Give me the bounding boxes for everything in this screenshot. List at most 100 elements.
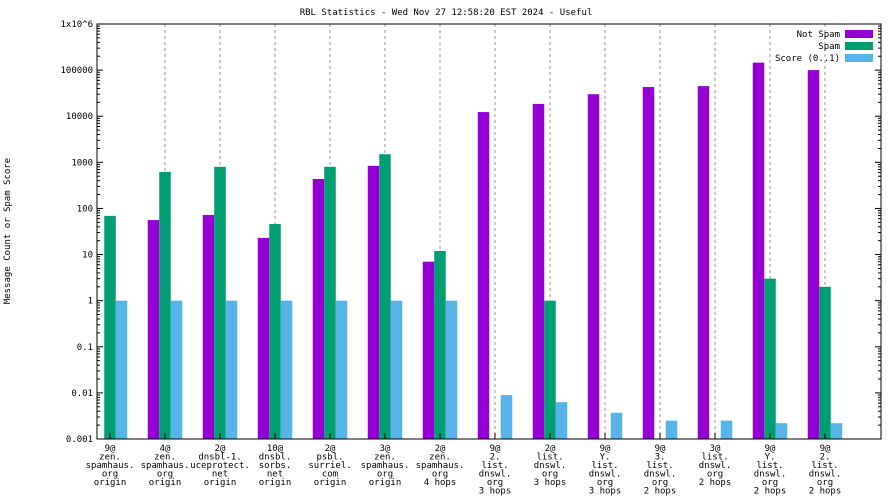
x-tick-label: list.	[591, 461, 618, 471]
x-tick-label: origin	[259, 478, 292, 488]
x-tick-label: dnswl.	[754, 470, 787, 480]
x-tick-label: 2@	[325, 444, 336, 454]
x-tick-label: zen.	[99, 453, 121, 463]
x-tick-label: dnswl.	[809, 470, 842, 480]
x-tick-label: 2 hops	[754, 487, 787, 497]
chart-title: RBL Statistics - Wed Nov 27 12:58:20 EST…	[300, 8, 593, 18]
bar-score-	[665, 420, 678, 439]
x-tick-label: 3@	[710, 444, 721, 454]
x-tick-label: spamhaus.	[141, 461, 190, 471]
x-tick-label: 9@	[600, 444, 611, 454]
x-tick-label: org	[487, 478, 503, 488]
bar-spam	[269, 223, 281, 439]
bar-not-spam	[807, 70, 820, 439]
bar-spam	[214, 166, 226, 440]
bar-score-	[335, 300, 348, 439]
x-tick-label: origin	[314, 478, 347, 488]
x-tick-label: 2.	[820, 453, 831, 463]
bar-not-spam	[422, 261, 435, 439]
y-tick-label: 100	[77, 204, 93, 214]
x-tick-label: 2@	[545, 444, 556, 454]
x-tick-label: 3 hops	[534, 478, 567, 488]
bar-not-spam	[367, 165, 380, 440]
bar-score-	[555, 402, 568, 439]
x-tick-label: 9@	[765, 444, 776, 454]
y-tick-label: 10	[82, 251, 93, 261]
y-tick-label: 1000	[71, 158, 93, 168]
x-tick-label: 9@	[820, 444, 831, 454]
x-tick-label: org	[762, 478, 778, 488]
bar-score-	[720, 420, 733, 439]
x-tick-label: dnswl.	[479, 470, 512, 480]
bar-score-	[115, 300, 128, 439]
bar-not-spam	[587, 94, 600, 440]
bar-score-	[445, 300, 458, 439]
x-tick-label: 2 hops	[699, 478, 732, 488]
x-tick-label: origin	[204, 478, 237, 488]
x-tick-label: psbl.	[316, 453, 343, 463]
bar-score-	[170, 300, 183, 439]
x-tick-label: 3.	[655, 453, 666, 463]
bar-spam	[379, 154, 391, 440]
bar-score-	[610, 412, 623, 439]
x-tick-label: 3@	[380, 444, 391, 454]
bar-spam	[544, 300, 556, 439]
x-tick-label: dnswl.	[589, 470, 622, 480]
x-tick-label: list.	[481, 461, 508, 471]
x-tick-label: uceprotect.	[190, 461, 250, 471]
x-tick-label: origin	[149, 478, 182, 488]
bar-spam	[434, 250, 446, 439]
x-tick-label: net	[212, 470, 228, 480]
bar-score-	[775, 423, 788, 439]
x-tick-label: 9@	[105, 444, 116, 454]
x-tick-label: 2@	[435, 444, 446, 454]
bar-score-	[830, 423, 843, 439]
bar-not-spam	[752, 62, 765, 439]
bar-spam	[159, 171, 171, 440]
x-tick-label: surriel.	[308, 461, 351, 471]
x-tick-label: 9@	[490, 444, 501, 454]
x-tick-label: sorbs.	[259, 461, 292, 471]
x-tick-label: net	[267, 470, 283, 480]
x-tick-label: 4 hops	[424, 478, 457, 488]
y-tick-label: 10000	[66, 112, 93, 122]
x-tick-label: list.	[536, 453, 563, 463]
bar-not-spam	[257, 237, 270, 439]
bar-score-	[500, 394, 513, 439]
x-tick-label: org	[432, 470, 448, 480]
bar-score-	[225, 300, 238, 439]
bar-score-	[390, 300, 403, 439]
x-tick-label: list.	[701, 453, 728, 463]
x-tick-label: 9@	[655, 444, 666, 454]
bar-spam	[104, 215, 116, 439]
bar-not-spam	[642, 87, 655, 439]
x-tick-label: list.	[811, 461, 838, 471]
x-tick-label: dnswl.	[534, 461, 567, 471]
x-tick-label: zen.	[429, 453, 451, 463]
bar-spam	[819, 286, 831, 439]
bar-not-spam	[147, 220, 160, 439]
x-tick-label: org	[817, 478, 833, 488]
x-tick-label: org	[652, 478, 668, 488]
y-tick-label: 0.1	[77, 343, 93, 353]
legend-swatch	[845, 42, 873, 50]
x-tick-label: 2@	[215, 444, 226, 454]
x-tick-label: list.	[646, 461, 673, 471]
y-tick-label: 1x10^6	[60, 20, 93, 30]
x-tick-label: 2.	[490, 453, 501, 463]
x-tick-label: spamhaus.	[86, 461, 135, 471]
legend-label: Score (0..1)	[775, 54, 840, 64]
x-tick-label: origin	[369, 478, 402, 488]
x-tick-label: dnsbl-1.	[198, 453, 241, 463]
x-tick-label: origin	[94, 478, 127, 488]
x-tick-label: org	[597, 478, 613, 488]
x-tick-label: 10@	[267, 444, 284, 454]
x-tick-label: 2 hops	[644, 487, 677, 497]
x-tick-label: dnswl.	[644, 470, 677, 480]
x-tick-label: spamhaus.	[361, 461, 410, 471]
x-tick-label: com	[322, 470, 338, 480]
bar-not-spam	[532, 103, 545, 439]
legend-swatch	[845, 54, 873, 62]
x-tick-label: org	[707, 470, 723, 480]
